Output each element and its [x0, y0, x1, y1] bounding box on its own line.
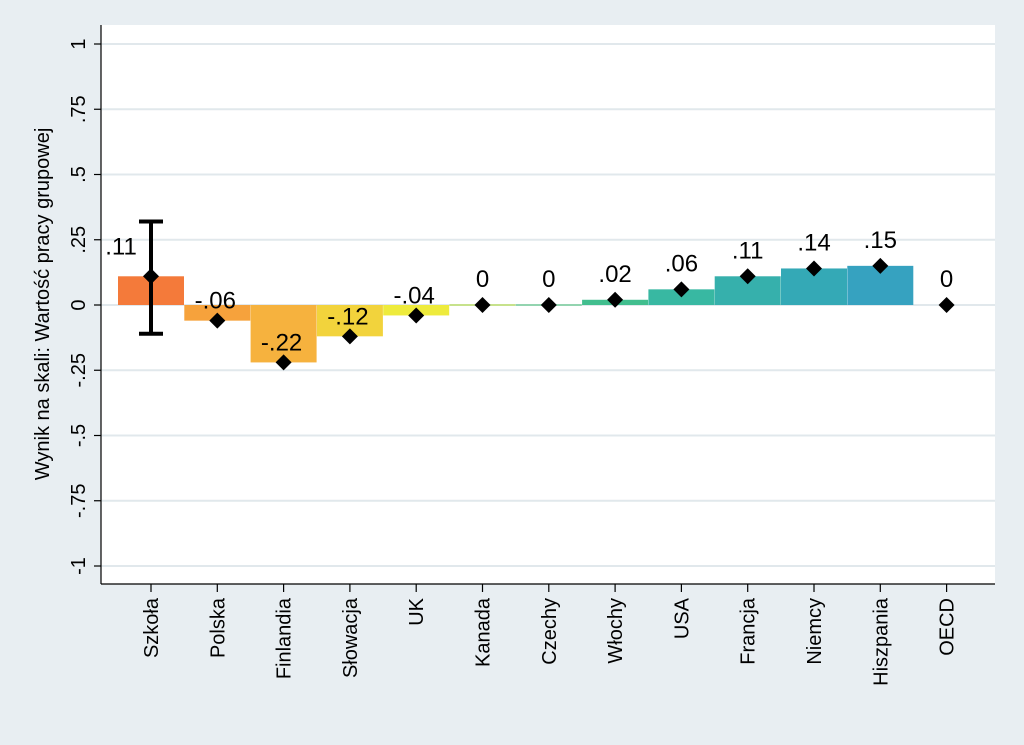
gridlines [101, 43, 995, 567]
value-label-OECD: 0 [940, 266, 953, 293]
y-tick-label: .75 [68, 95, 90, 123]
marker-Niemcy [806, 260, 822, 277]
marker-UK [408, 307, 425, 324]
x-tick-label: UK [406, 597, 428, 625]
marker-Czechy [540, 297, 557, 313]
value-label-Hiszpania: .15 [864, 227, 897, 254]
value-label-Szkoła: .11 [105, 233, 137, 260]
x-tick-label: Kanada [473, 597, 495, 667]
x-tick-label: Czechy [539, 598, 561, 665]
value-label-Niemcy: .14 [797, 229, 830, 256]
y-tick-label: 0 [68, 299, 90, 310]
y-tick-label: -.25 [68, 353, 90, 387]
value-label-Czechy: 0 [542, 266, 555, 293]
y-tick-label: 1 [68, 38, 90, 49]
value-label-UK: -.04 [394, 282, 435, 309]
value-label-USA: .06 [665, 250, 698, 277]
marker-Francja [739, 268, 756, 285]
x-tick-label: Francja [738, 597, 760, 665]
value-label-Polska: -.06 [195, 288, 236, 315]
marker-Kanada [474, 297, 491, 313]
marker-Włochy [607, 291, 624, 308]
x-tick-label: Niemcy [804, 598, 826, 665]
bar-Finlandia [250, 305, 317, 363]
marker-Hiszpania [872, 257, 889, 274]
x-tick-label: USA [671, 597, 693, 639]
x-tick-label: Słowacja [340, 597, 362, 678]
value-label-Włochy: .02 [598, 261, 631, 288]
value-label-Kanada: 0 [476, 266, 489, 293]
y-axis-label: Wynik na skali: Wartość pracy grupowej [32, 128, 54, 481]
value-label-Słowacja: -.12 [327, 303, 368, 330]
y-ticks: 1 .75 .5 .25 0 -.25 -.5 -.75 -1 [68, 38, 101, 575]
value-labels: .11 -.06 -.22 -.12 -.04 0 0 .02 .06 .11 .14 .15 0 [105, 227, 953, 357]
marker-Szkoła [143, 268, 159, 285]
x-tick-label: Finlandia [274, 597, 296, 679]
value-label-Finlandia: -.22 [261, 329, 302, 356]
x-tick-label: Polska [207, 597, 229, 658]
marker-Finlandia [275, 354, 292, 371]
x-ticks: Szkoła Polska Finlandia Słowacja UK Kanada Cze… [141, 584, 959, 686]
y-tick-label: .5 [68, 166, 90, 183]
value-label-Francja: .11 [732, 237, 764, 264]
marker-Polska [209, 312, 226, 329]
marker-USA [673, 281, 690, 298]
marker-Słowacja [341, 328, 358, 345]
y-tick-label: -.5 [68, 424, 90, 447]
x-tick-label: Włochy [605, 598, 627, 664]
x-tick-label: OECD [937, 598, 959, 656]
x-tick-label: Hiszpania [870, 597, 892, 686]
x-tick-label: Szkoła [141, 597, 163, 658]
y-tick-label: .25 [68, 226, 90, 254]
markers [143, 257, 955, 371]
y-tick-label: -1 [68, 557, 90, 575]
marker-OECD [938, 297, 955, 313]
y-tick-label: -.75 [68, 484, 90, 518]
